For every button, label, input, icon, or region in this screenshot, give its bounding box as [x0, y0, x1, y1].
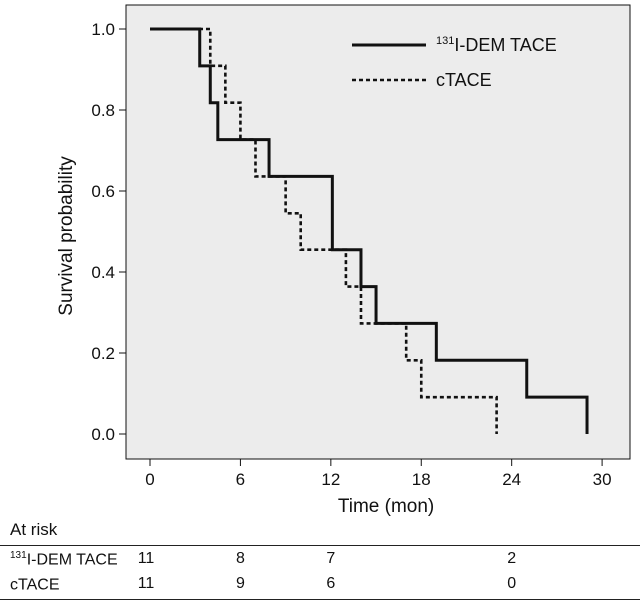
x-tick-label: 0 — [145, 470, 154, 489]
risk-row-ctace: cTACE 11 9 6 0 — [0, 572, 640, 596]
series-line-dem-tace — [150, 27, 589, 434]
table-rule-bottom — [0, 599, 640, 600]
y-tick-label: 0.0 — [91, 425, 115, 444]
x-tick-label: 6 — [236, 470, 245, 489]
legend-label-dem-tace: 131I-DEM TACE — [436, 35, 557, 55]
x-tick-label: 18 — [412, 470, 431, 489]
x-tick-label: 12 — [321, 470, 340, 489]
y-tick-label: 0.8 — [91, 101, 115, 120]
y-tick-label: 0.6 — [91, 182, 115, 201]
at-risk-title: At risk — [10, 520, 58, 539]
risk-row-label: cTACE — [10, 576, 60, 594]
series-line-ctace — [150, 27, 498, 434]
y-axis-title: Survival probability — [56, 156, 77, 316]
x-tick-label: 30 — [593, 470, 612, 489]
at-risk-table: At risk 131I-DEM TACE 11 8 7 2 cTACE 11 … — [0, 516, 640, 602]
plot-area — [125, 4, 631, 460]
x-tick-label: 24 — [502, 470, 521, 489]
y-tick-label: 0.2 — [91, 344, 115, 363]
x-axis-title: Time (mon) — [338, 496, 434, 516]
y-tick-label: 1.0 — [91, 20, 115, 39]
legend-label-ctace: cTACE — [436, 70, 492, 90]
risk-count: 11 — [137, 550, 155, 567]
risk-count: 11 — [137, 575, 155, 592]
risk-row-dem-tace: 131I-DEM TACE 11 8 7 2 — [0, 547, 640, 571]
survival-chart: 0.0 0.2 0.4 0.6 0.8 1.0 0 6 12 18 24 30 Time (mon) Su… — [56, 4, 631, 516]
y-tick-label: 0.4 — [91, 263, 115, 282]
risk-count: 7 — [326, 550, 336, 567]
risk-count: 2 — [507, 550, 517, 567]
table-rule-top — [0, 545, 640, 546]
risk-count: 9 — [235, 575, 245, 592]
risk-count: 0 — [507, 575, 517, 592]
risk-row-label: 131I-DEM TACE — [10, 550, 118, 569]
risk-count: 8 — [235, 550, 245, 567]
risk-count: 6 — [326, 575, 336, 592]
